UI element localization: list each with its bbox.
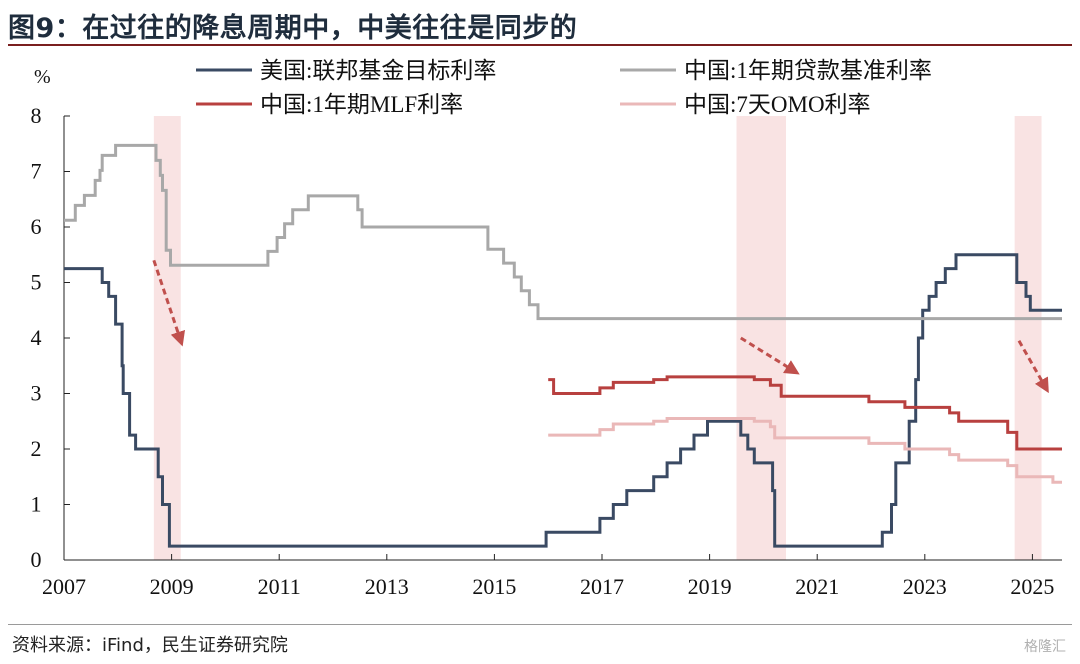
source-note: 资料来源：iFind，民生证券研究院 xyxy=(12,635,288,656)
x-tick-label: 2017 xyxy=(580,574,624,599)
series-line-3 xyxy=(548,375,1062,451)
y-tick-label: 0 xyxy=(31,547,42,572)
legend-label-4: 中国:7天OMO利率 xyxy=(684,92,871,117)
trend-arrow-1 xyxy=(152,259,186,347)
x-tick-label: 2015 xyxy=(472,574,516,599)
x-tick-label: 2013 xyxy=(365,574,409,599)
trend-arrow-2 xyxy=(740,336,800,375)
shaded-period-1 xyxy=(153,116,181,560)
shaded-period-3 xyxy=(1014,116,1042,560)
footer-divider xyxy=(8,624,1072,625)
legend-label-2: 中国:1年期贷款基准利率 xyxy=(684,58,932,83)
series-lines xyxy=(64,143,1062,548)
chart-axes: 0 1 2 3 4 5 6 7 8 2007 2009 2011 2013 2015 2017 2019 202… xyxy=(31,103,1062,599)
shaded-periods xyxy=(153,116,1042,560)
legend-label-3: 中国:1年期MLF利率 xyxy=(260,92,463,117)
x-tick-label: 2021 xyxy=(795,574,839,599)
y-axis-unit: % xyxy=(34,66,51,88)
watermark: 格隆汇 xyxy=(1024,639,1066,655)
series-line-1 xyxy=(64,253,1062,548)
rate-chart: 0 1 2 3 4 5 6 7 8 2007 2009 2011 2013 2015 2017 2019 202… xyxy=(31,58,1062,599)
page-title: 图9：在过往的降息周期中，中美往往是同步的 xyxy=(8,13,578,44)
y-tick-label: 5 xyxy=(31,270,42,295)
trend-arrow-3 xyxy=(1017,340,1049,394)
y-tick-label: 7 xyxy=(31,159,42,184)
x-tick-label: 2019 xyxy=(688,574,732,599)
x-tick-label: 2023 xyxy=(903,574,947,599)
title-divider xyxy=(8,44,1072,46)
y-tick-label: 3 xyxy=(31,381,42,406)
y-tick-label: 4 xyxy=(31,325,42,350)
x-tick-label: 2011 xyxy=(258,574,301,599)
y-tick-label: 6 xyxy=(31,214,42,239)
x-tick-label: 2025 xyxy=(1010,574,1054,599)
x-tick-label: 2009 xyxy=(150,574,194,599)
y-tick-label: 1 xyxy=(31,492,42,517)
series-line-4 xyxy=(548,417,1062,484)
y-tick-label: 8 xyxy=(31,103,42,128)
shaded-period-2 xyxy=(736,116,787,560)
y-tick-label: 2 xyxy=(31,436,42,461)
trend-arrows xyxy=(152,259,1049,394)
series-line-2 xyxy=(64,143,1062,321)
x-tick-label: 2007 xyxy=(42,574,86,599)
legend-label-1: 美国:联邦基金目标利率 xyxy=(260,58,496,83)
